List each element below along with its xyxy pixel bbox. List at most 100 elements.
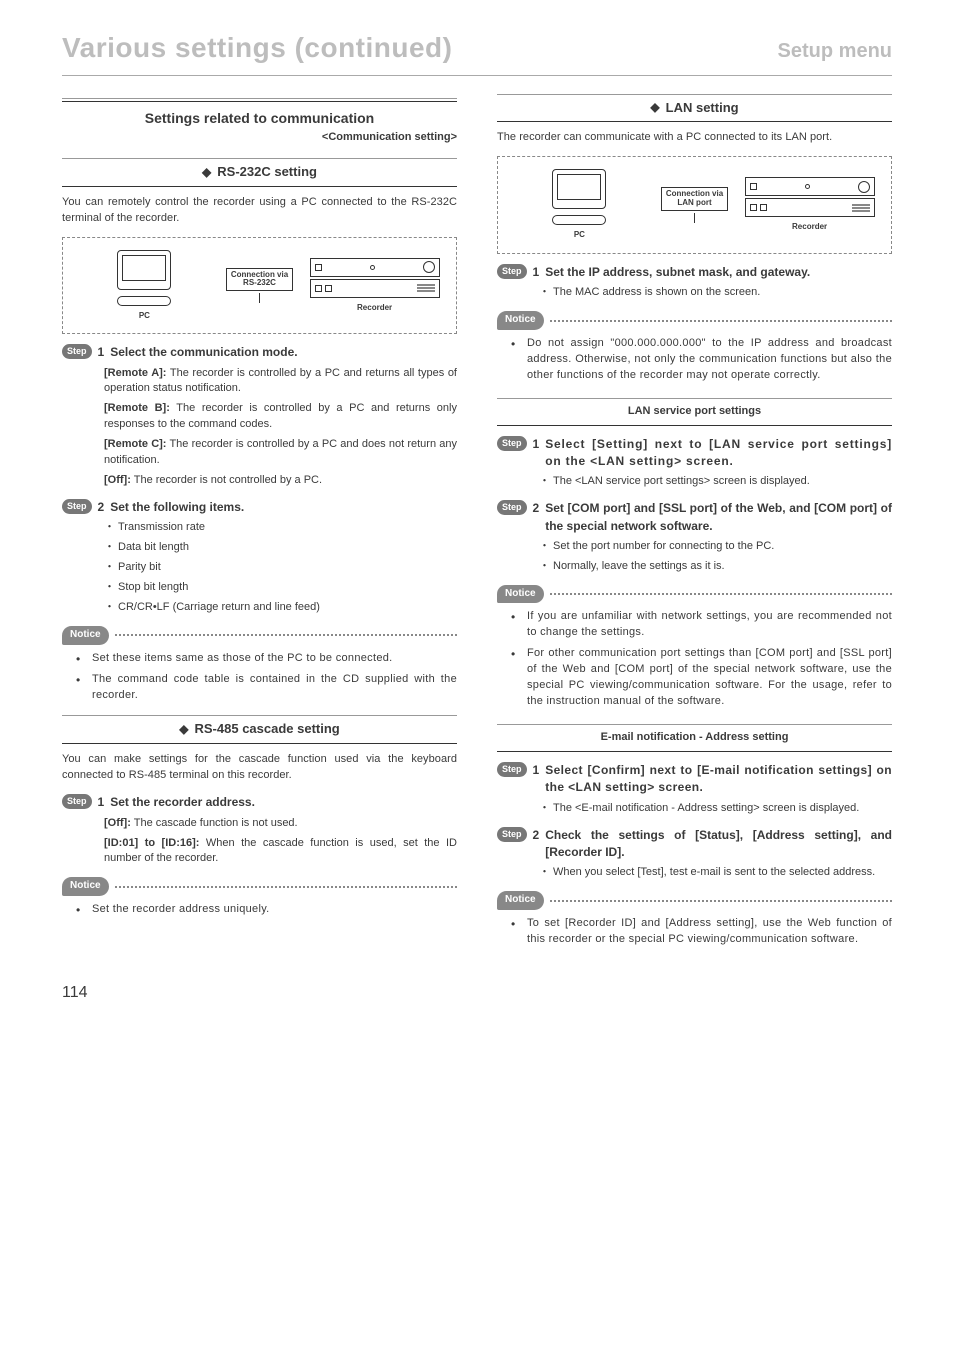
section-sub-comm: <Communication setting> [62,130,457,146]
notice-item: Do not assign "000.000.000.000" to the I… [511,336,892,384]
page-header: Various settings (continued) Setup menu [62,28,892,76]
rs232c-step2-list: Transmission rate Data bit length Parity… [62,520,457,616]
rs232c-step2-title: Set the following items. [110,499,244,516]
lan-notice-list: Do not assign "000.000.000.000" to the I… [497,336,892,384]
step-num: 1 [533,436,540,453]
list-item: Stop bit length [104,580,457,596]
step-badge: Step [497,436,527,451]
rs485-id-key: [ID:01] to [ID:16]: [104,837,199,849]
rs485-step1-content: [Off]: The cascade function is not used.… [62,816,457,868]
notice-dots-icon [115,886,457,888]
notice-dots-icon [550,900,892,902]
email-step1-bullets: The <E-mail notification - Address setti… [497,801,892,817]
notice-badge: Notice [497,585,544,604]
notice-badge: Notice [497,311,544,330]
email-step2-row: Step 2 Check the settings of [Status], [… [497,827,892,862]
rs485-notice-row: Notice [62,877,457,896]
step-num: 2 [533,500,540,517]
list-item: The <E-mail notification - Address setti… [539,801,892,817]
lanservice-step1-row: Step 1 Select [Setting] next to [LAN ser… [497,436,892,471]
content-columns: Settings related to communication <Commu… [62,94,892,953]
lanservice-notice-list: If you are unfamiliar with network setti… [497,609,892,710]
step-num: 2 [98,499,105,516]
notice-item: The command code table is contained in t… [76,672,457,704]
list-item: Set the port number for connecting to th… [539,539,892,555]
rs485-step1-row: Step 1 Set the recorder address. [62,794,457,811]
lanservice-step1-bullets: The <LAN service port settings> screen i… [497,474,892,490]
email-step1-row: Step 1 Select [Confirm] next to [E-mail … [497,762,892,797]
conn-label-box: Connection via LAN port [661,187,728,211]
remote-b-key: [Remote B]: [104,402,170,414]
page-title: Various settings (continued) [62,28,452,69]
heading-lan-text: LAN setting [666,99,739,118]
pc-keyboard-icon [117,296,171,306]
rs232c-step1-row: Step 1 Select the communication mode. [62,344,457,361]
heading-rs232c-text: RS-232C setting [217,163,317,182]
heading-lan-service: LAN service port settings [497,398,892,426]
conn-line2: RS-232C [231,279,288,288]
diagram-rec-label: Recorder [357,302,392,314]
heading-lan: LAN setting [497,94,892,123]
page-subtitle: Setup menu [778,37,892,66]
diagram-pc-group: PC [508,169,651,241]
list-item: Parity bit [104,560,457,576]
list-item: Normally, leave the settings as it is. [539,559,892,575]
step-badge: Step [62,794,92,809]
pc-monitor-icon [552,169,606,209]
list-item: When you select [Test], test e-mail is s… [539,865,892,881]
remote-c-key: [Remote C]: [104,438,166,450]
rs485-step1-title: Set the recorder address. [110,794,255,811]
diagram-pc-label: PC [574,229,585,241]
lanservice-step2-row: Step 2 Set [COM port] and [SSL port] of … [497,500,892,535]
rs232c-notice-row: Notice [62,626,457,645]
heading-rs232c: RS-232C setting [62,158,457,187]
off-val: The recorder is not controlled by a PC. [131,474,322,486]
diagram-rs232c: PC Connection via RS-232C Recorder [62,237,457,335]
off-key: [Off]: [104,474,131,486]
step-num: 1 [533,762,540,779]
rs485-off-key: [Off]: [104,817,131,829]
conn-label-box: Connection via RS-232C [226,268,293,292]
rs232c-step1-title: Select the communication mode. [110,344,297,361]
email-step2-title: Check the settings of [Status], [Address… [545,827,892,862]
rs232c-step2-row: Step 2 Set the following items. [62,499,457,516]
diagram-rec-label: Recorder [792,221,827,233]
recorder-icon [745,177,875,217]
step-num: 1 [533,264,540,281]
rs232c-step1-content: [Remote A]: The recorder is controlled b… [62,366,457,490]
lanservice-notice-row: Notice [497,585,892,604]
section-rule [62,98,457,102]
step-badge: Step [62,344,92,359]
email-notice-list: To set [Recorder ID] and [Address settin… [497,916,892,948]
heading-rs485-text: RS-485 cascade setting [195,720,340,739]
lanservice-step2-title: Set [COM port] and [SSL port] of the Web… [545,500,892,535]
lan-notice-row: Notice [497,311,892,330]
diagram-pc-group: PC [73,250,216,322]
list-item: The MAC address is shown on the screen. [539,285,892,301]
rs232c-notice-list: Set these items same as those of the PC … [62,651,457,704]
heading-rs485: RS-485 cascade setting [62,715,457,744]
notice-item: For other communication port settings th… [511,646,892,710]
rs485-intro: You can make settings for the cascade fu… [62,752,457,784]
page-number: 114 [62,981,892,1004]
right-column: LAN setting The recorder can communicate… [497,94,892,953]
step-num: 1 [98,344,105,361]
diagram-lan: PC Connection via LAN port Recorder [497,156,892,254]
notice-dots-icon [550,593,892,595]
step-num: 2 [533,827,540,844]
diagram-pc-label: PC [139,310,150,322]
step-badge: Step [497,500,527,515]
pc-keyboard-icon [552,215,606,225]
diagram-recorder-group: Recorder [303,258,446,314]
lan-intro: The recorder can communicate with a PC c… [497,130,892,146]
lanservice-step2-bullets: Set the port number for connecting to th… [497,539,892,575]
notice-badge: Notice [62,626,109,645]
list-item: Transmission rate [104,520,457,536]
conn-vline-icon [259,293,260,303]
step-badge: Step [62,499,92,514]
notice-item: To set [Recorder ID] and [Address settin… [511,916,892,948]
list-item: CR/CR•LF (Carriage return and line feed) [104,600,457,616]
notice-item: Set these items same as those of the PC … [76,651,457,667]
step-badge: Step [497,264,527,279]
notice-item: If you are unfamiliar with network setti… [511,609,892,641]
